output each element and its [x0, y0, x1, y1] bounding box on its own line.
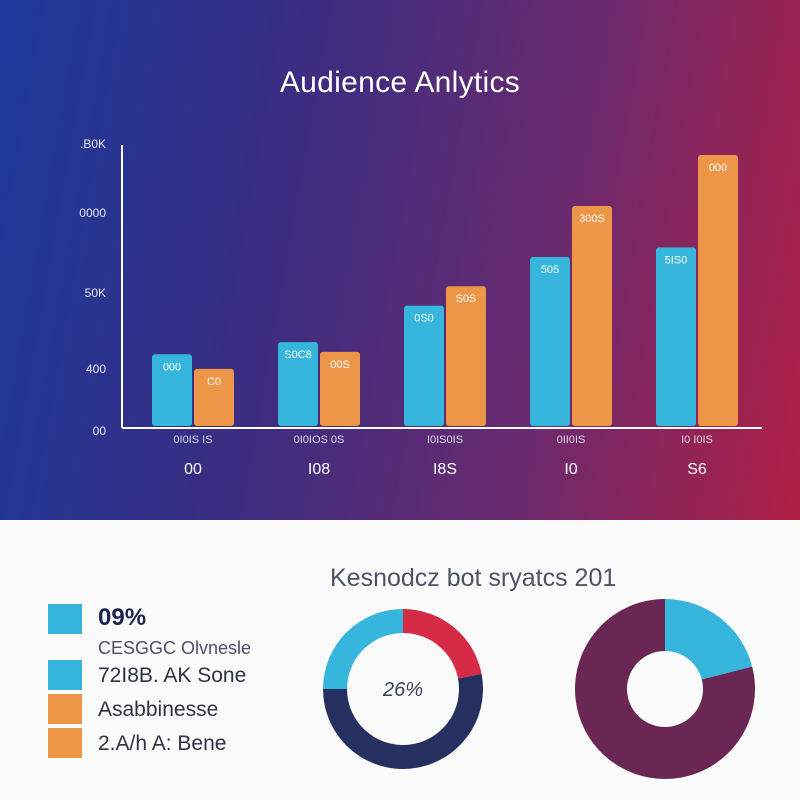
x-tick-label: I0 I0IS	[681, 434, 713, 446]
bar-value-label: 300S	[579, 213, 605, 225]
x-tick-sublabel: S6	[687, 461, 707, 478]
legend-label: 72I8B. AK Sone	[98, 664, 247, 687]
x-tick-sublabel: I8S	[433, 461, 457, 478]
bar-value-label: C0	[207, 376, 221, 388]
legend-label: 09%	[98, 604, 147, 631]
bar-value-label: S0C8	[284, 349, 312, 361]
bar	[194, 368, 234, 426]
y-tick-label: 00	[93, 424, 107, 438]
donut-center-label: 26%	[382, 679, 423, 701]
x-tick-label: 0I0IS IS	[173, 434, 212, 446]
x-tick-sublabel: I0	[564, 461, 577, 478]
bar	[530, 257, 570, 426]
x-tick-label: 0I0IOS 0S	[294, 434, 345, 446]
legend-label: 2.A/h A: Bene	[98, 732, 227, 755]
chart-title: Audience Anlytics	[279, 66, 521, 99]
y-tick-label: 0000	[79, 206, 106, 220]
bar	[152, 354, 192, 426]
bar-value-label: S0S	[456, 293, 477, 305]
x-tick-sublabel: I08	[308, 461, 330, 478]
legend-swatch	[48, 694, 82, 724]
legend-item: 2.A/h A: Bene	[48, 728, 308, 758]
donut-chart-title: Kesnodcz bot sryatcs 201	[330, 564, 617, 592]
bar	[572, 206, 612, 426]
legend-item: 72I8B. AK Sone	[48, 660, 308, 690]
bar-value-label: 505	[541, 264, 559, 276]
pie-slice	[323, 609, 403, 689]
x-tick-sublabel: 00	[184, 461, 202, 478]
y-tick-label: 50K	[85, 286, 106, 300]
legend-item: 09% CESGGC Olvnesle	[48, 604, 308, 658]
bar	[404, 305, 444, 426]
bar-value-label: 00S	[330, 359, 350, 371]
y-tick-label: .B0K	[80, 137, 106, 151]
legend-swatch	[48, 660, 82, 690]
bar	[698, 155, 738, 426]
bar-value-label: 5IS0	[665, 254, 688, 266]
bar	[446, 286, 486, 426]
pie-slice	[575, 599, 755, 779]
bar	[656, 247, 696, 426]
legend-sublabel: CESGGC Olvnesle	[98, 638, 252, 658]
x-tick-label: 0II0IS	[557, 434, 586, 446]
legend-swatch	[48, 728, 82, 758]
bar-value-label: 0S0	[414, 313, 434, 325]
legend-label: Asabbinesse	[98, 698, 219, 721]
bar	[278, 342, 318, 426]
x-tick-label: I0IS0IS	[427, 434, 463, 446]
pie-slice	[323, 674, 483, 769]
pie-slice	[665, 599, 753, 680]
legend-item: Asabbinesse	[48, 694, 308, 724]
pie-slice	[403, 609, 482, 679]
bar	[320, 351, 360, 426]
y-tick-label: 400	[86, 362, 106, 376]
bar-value-label: 000	[709, 162, 727, 174]
legend-swatch	[48, 604, 82, 634]
bar-value-label: 000	[163, 361, 181, 373]
